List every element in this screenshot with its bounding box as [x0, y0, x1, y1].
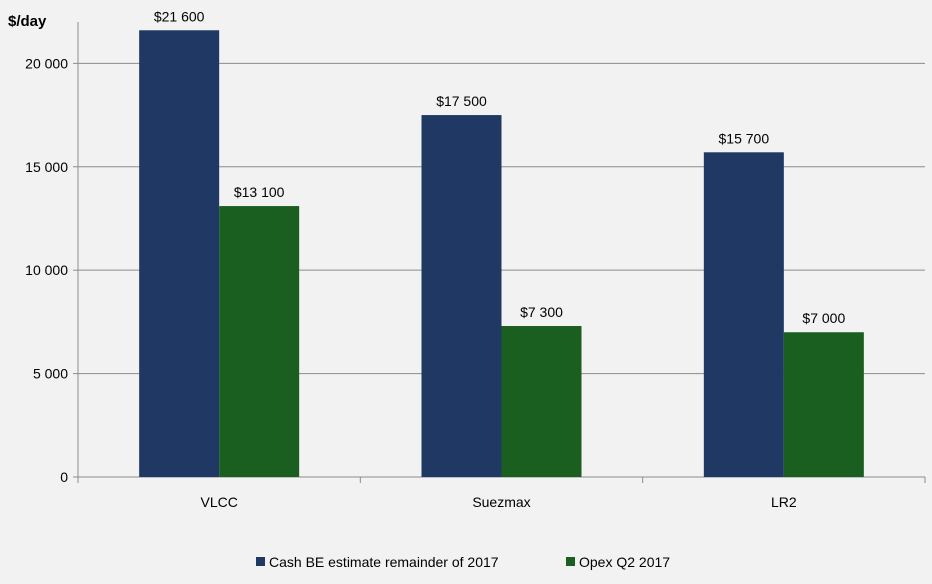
bar: [421, 115, 502, 478]
y-tick-label: 20 000: [25, 55, 68, 71]
bar: [703, 152, 784, 477]
data-label: $15 700: [719, 130, 770, 146]
data-label: $13 100: [234, 184, 285, 200]
legend-swatch: [256, 557, 265, 566]
legend-label: Opex Q2 2017: [579, 554, 670, 570]
bar: [139, 30, 220, 477]
bar: [501, 326, 582, 477]
bars: [139, 30, 864, 478]
data-label: $7 300: [520, 304, 563, 320]
y-tick-label: 10 000: [25, 262, 68, 278]
data-label: $21 600: [154, 8, 205, 24]
bar: [783, 332, 864, 477]
legend-swatch: [566, 557, 575, 566]
y-axis-title: $/day: [8, 13, 47, 30]
x-tick-label: LR2: [771, 494, 797, 510]
bar: [219, 206, 300, 477]
data-labels: $21 600 $13 100 $17 500 $7 300 $15 700 $7 000: [154, 8, 846, 326]
x-tick-label: Suezmax: [472, 494, 530, 510]
legend-label: Cash BE estimate remainder of 2017: [269, 554, 499, 570]
data-label: $17 500: [436, 93, 487, 109]
y-tick-label: 15 000: [25, 159, 68, 175]
data-label: $7 000: [802, 310, 845, 326]
y-tick-label: 0: [60, 469, 68, 485]
y-tick-label: 5 000: [33, 366, 68, 382]
legend: Cash BE estimate remainder of 2017 Opex Q…: [256, 554, 670, 570]
x-tick-label: VLCC: [200, 494, 237, 510]
